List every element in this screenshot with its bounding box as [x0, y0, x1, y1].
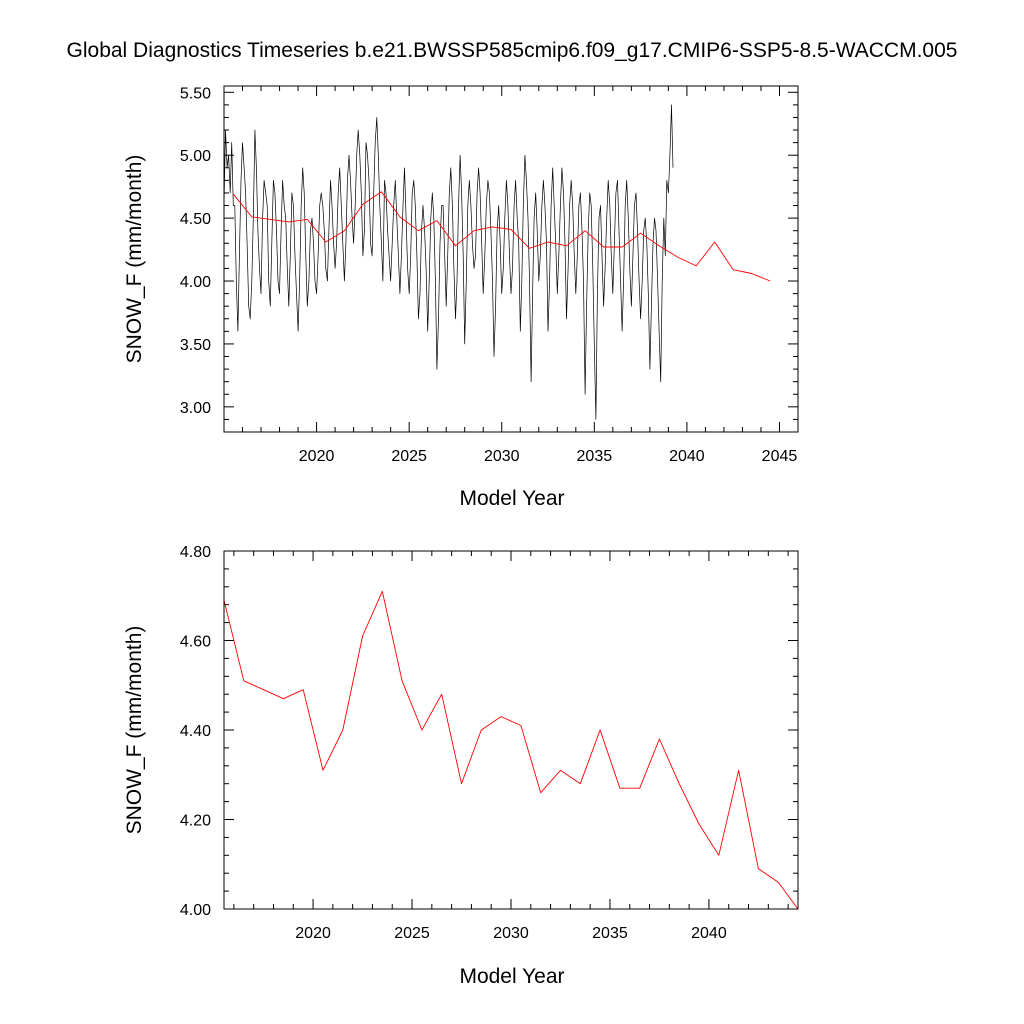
x-tick-label: 2035 [592, 925, 628, 942]
top-x-axis-label: Model Year [459, 487, 564, 510]
x-tick-label: 2035 [577, 448, 613, 465]
top-gridmarks [223, 86, 799, 433]
top-monthly-series-line [223, 104, 674, 420]
x-tick-label: 2030 [484, 448, 520, 465]
y-tick-label: 4.80 [180, 544, 211, 561]
bottom-x-axis-label: Model Year [459, 965, 564, 988]
x-tick-label: 2025 [391, 448, 427, 465]
bottom-annual-series-line [223, 590, 799, 910]
y-tick-label: 4.40 [180, 723, 211, 740]
bottom-plot-frame [223, 550, 799, 910]
x-tick-label: 2030 [493, 925, 529, 942]
y-tick-label: 4.50 [180, 211, 211, 228]
bottom-lines [223, 590, 799, 910]
y-tick-label: 4.00 [180, 902, 211, 919]
chart-title: Global Diagnostics Timeseries b.e21.BWSS… [67, 39, 958, 62]
top-ticklabels: 2020 2025 2030 2035 2040 2045 3.00 3.50 4.00 4.50… [180, 85, 798, 465]
top-lines [223, 104, 771, 420]
x-tick-label: 2020 [299, 448, 335, 465]
x-tick-label: 2040 [691, 925, 727, 942]
y-tick-label: 4.20 [180, 813, 211, 830]
y-tick-label: 3.00 [180, 400, 211, 417]
bottom-gridmarks [224, 550, 798, 910]
bottom-panel: 2020 2025 2030 2035 2040 4.00 4.20 4.40 4.60 4.80… [123, 544, 799, 988]
top-plot-frame [223, 85, 799, 433]
bottom-ticklabels: 2020 2025 2030 2035 2040 4.00 4.20 4.40 4.60 4.80 [180, 544, 727, 942]
x-tick-label: 2020 [295, 925, 331, 942]
y-tick-label: 4.60 [180, 634, 211, 651]
x-tick-label: 2025 [394, 925, 430, 942]
top-annual-series-line [232, 191, 771, 282]
top-y-axis-label: SNOW_F (mm/month) [123, 155, 146, 364]
x-tick-label: 2040 [669, 448, 705, 465]
bottom-y-axis-label: SNOW_F (mm/month) [123, 626, 146, 835]
y-tick-label: 5.00 [180, 148, 211, 165]
x-tick-label: 2045 [762, 448, 798, 465]
top-panel: 2020 2025 2030 2035 2040 2045 3.00 3.50 4.00 4.50… [123, 85, 799, 510]
y-tick-label: 3.50 [180, 337, 211, 354]
y-tick-label: 4.00 [180, 274, 211, 291]
y-tick-label: 5.50 [180, 85, 211, 102]
